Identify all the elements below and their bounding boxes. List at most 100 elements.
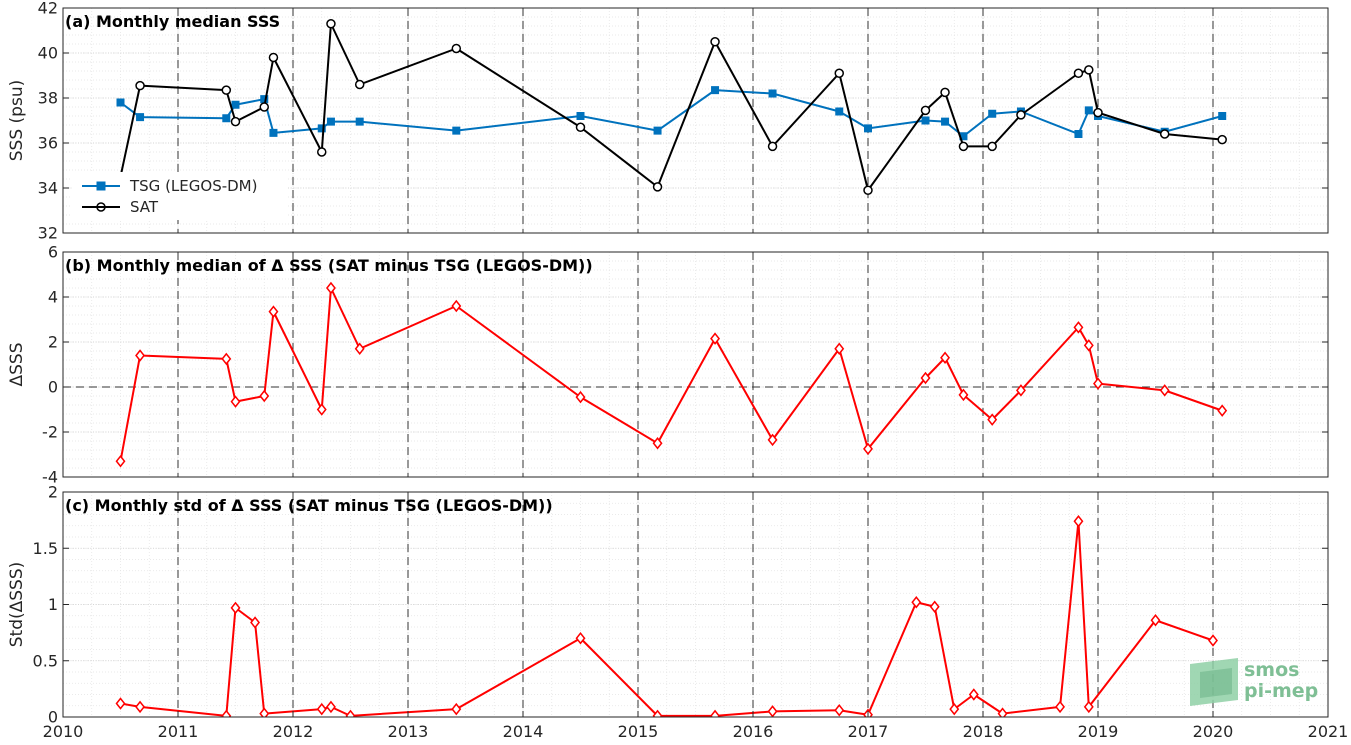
panel-b-reference-lines xyxy=(63,252,1328,477)
tsg-legos-dm-point xyxy=(653,126,662,135)
legend-tsg-label: TSG (LEGOS-DM) xyxy=(129,177,257,195)
x-tick-label: 2018 xyxy=(963,722,1004,741)
sat-point xyxy=(326,19,336,29)
series-0-point xyxy=(1083,700,1094,714)
tsg-legos-dm-point xyxy=(835,107,844,116)
tsg-legos-dm-point xyxy=(1084,106,1093,115)
series-0-point xyxy=(135,700,146,714)
series-0-point xyxy=(221,352,232,366)
sat-point xyxy=(451,43,462,54)
y-tick-label: 40 xyxy=(38,44,58,63)
x-tick-label: 2011 xyxy=(158,722,199,741)
series-0-point xyxy=(920,371,931,385)
sat-point xyxy=(940,87,950,98)
sat-point xyxy=(958,141,969,152)
tsg-legos-dm-point xyxy=(116,98,125,107)
tsg-legos-dm-point xyxy=(452,126,461,135)
x-tick-label: 2019 xyxy=(1078,722,1119,741)
series-0-point xyxy=(958,388,969,402)
series-0-point xyxy=(1073,515,1084,528)
series-0-point xyxy=(325,281,336,295)
series-0-point xyxy=(451,702,462,716)
series-0-point xyxy=(968,688,979,701)
series-0-point xyxy=(230,601,241,615)
series-0-point xyxy=(1083,339,1094,352)
series-0-point xyxy=(325,700,336,714)
sat-point xyxy=(987,141,997,152)
series-0-point xyxy=(135,349,146,362)
y-tick-label: 2 xyxy=(48,333,58,352)
tsg-legos-dm-point xyxy=(864,124,872,133)
legend-sat-marker xyxy=(96,202,106,212)
series-0-point xyxy=(767,433,778,447)
series-0-point xyxy=(316,403,327,416)
x-tick-label: 2015 xyxy=(618,722,659,741)
series-0-point xyxy=(115,697,126,710)
sat-point xyxy=(710,37,720,47)
tsg-legos-dm-point xyxy=(576,112,585,120)
tsg-legos-dm-point xyxy=(222,114,231,123)
tsg-legos-dm-point xyxy=(988,109,997,118)
logo-line-1: smos xyxy=(1244,659,1299,681)
series-0-line xyxy=(119,287,1223,462)
x-tick-label: 2012 xyxy=(273,722,314,741)
sat-point xyxy=(920,105,931,116)
series-0-point xyxy=(250,616,261,629)
sat-point xyxy=(575,122,586,132)
tsg-legos-dm-point xyxy=(317,124,326,133)
y-tick-label: 6 xyxy=(48,243,58,262)
panel-c-std-delta-sss: 00.511.52 2010 2011 2012 2013 2014 2015 2016 20… xyxy=(7,483,1348,742)
panel-b-y-ticks: -4 -2 0 2 4 6 xyxy=(42,243,1328,487)
sat-point xyxy=(1217,134,1227,145)
sat-point xyxy=(135,80,145,91)
tsg-legos-dm-point xyxy=(231,100,240,109)
panel-a-y-label: SSS (psu) xyxy=(7,80,27,161)
series-0-point xyxy=(221,709,232,717)
y-tick-label: 2 xyxy=(48,483,58,502)
series-0-point xyxy=(354,342,365,355)
panel-a-title: (a) Monthly median SSS xyxy=(65,12,280,31)
panel-b-series xyxy=(115,281,1228,468)
x-tick-label: 2014 xyxy=(503,722,544,741)
series-0-point xyxy=(863,442,873,456)
x-tick-label: 2013 xyxy=(388,722,429,741)
y-tick-label: 34 xyxy=(38,179,58,198)
series-0-point xyxy=(987,413,998,426)
series-0-point xyxy=(230,395,241,408)
y-tick-label: 0 xyxy=(48,378,58,397)
series-0-point xyxy=(940,351,951,364)
legend-box xyxy=(72,172,287,220)
sat-point xyxy=(230,116,241,127)
tsg-legos-dm-point xyxy=(1218,112,1227,120)
series-0-point xyxy=(1073,321,1084,334)
tsg-legos-dm-point xyxy=(711,86,720,95)
y-tick-label: 1.5 xyxy=(33,539,58,558)
sat-point xyxy=(259,102,269,112)
smos-pi-mep-logo: smos pi-mep xyxy=(1190,658,1318,706)
panel-c-x-ticks: 2010 2011 2012 2013 2014 2015 2016 2017 2018 2019… xyxy=(43,711,1349,741)
logo-emblem-shade xyxy=(1200,668,1232,698)
series-0-point xyxy=(575,632,586,645)
series-0-point xyxy=(451,299,462,313)
sat-point xyxy=(221,85,232,95)
panel-c-y-label: Std(ΔSSS) xyxy=(7,562,27,648)
x-tick-label: 2021 xyxy=(1308,722,1349,741)
x-tick-label: 2020 xyxy=(1193,722,1234,741)
series-0-point xyxy=(1093,377,1103,390)
series-0-point xyxy=(767,705,778,717)
series-0-point xyxy=(652,437,663,450)
sat-point xyxy=(834,68,844,78)
panel-c-title: (c) Monthly std of Δ SSS (SAT minus TSG … xyxy=(65,496,553,515)
y-tick-label: 4 xyxy=(48,288,58,307)
tsg-legos-dm-point xyxy=(326,117,335,126)
series-0-point xyxy=(1150,614,1161,627)
x-tick-label: 2010 xyxy=(43,722,84,741)
y-tick-label: 42 xyxy=(38,0,58,18)
tsg-legos-dm-point xyxy=(941,117,950,126)
series-0-point xyxy=(834,704,845,717)
sat-point xyxy=(863,185,873,195)
series-0-point xyxy=(652,709,663,717)
panel-b-grid xyxy=(62,251,1329,478)
y-tick-label: -4 xyxy=(42,468,58,487)
series-0-point xyxy=(1208,634,1218,647)
